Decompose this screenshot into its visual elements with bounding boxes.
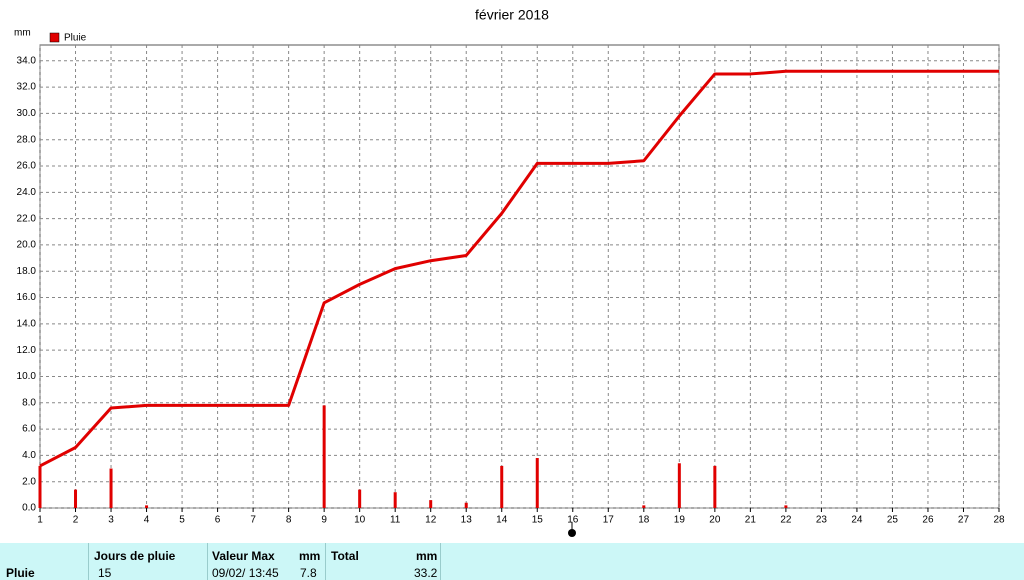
bar <box>535 458 539 508</box>
cell <box>0 543 89 580</box>
x-tick-label: 23 <box>816 515 828 526</box>
x-tick-label: 2 <box>73 515 79 526</box>
header: Jours de pluie <box>94 549 176 563</box>
x-tick-label: 24 <box>851 515 863 526</box>
x-tick-label: 13 <box>461 515 473 526</box>
x-tick-label: 11 <box>390 515 401 526</box>
bar <box>677 463 681 508</box>
legend-label: Pluie <box>64 33 87 44</box>
x-tick-label: 15 <box>532 515 544 526</box>
x-tick-label: 21 <box>745 515 757 526</box>
x-tick-label: 7 <box>250 515 256 526</box>
y-tick-label: 20.0 <box>17 240 37 251</box>
y-tick-label: 14.0 <box>17 318 37 329</box>
x-tick-label: 25 <box>887 515 899 526</box>
y-tick-label: 22.0 <box>17 213 37 224</box>
chart-title: février 2018 <box>475 7 549 23</box>
x-tick-label: 26 <box>922 515 934 526</box>
header: mm <box>299 549 321 563</box>
bar <box>145 505 149 508</box>
bar <box>500 465 504 508</box>
x-tick-label: 19 <box>674 515 686 526</box>
bar <box>642 505 646 508</box>
bar <box>784 505 788 508</box>
y-tick-label: 28.0 <box>17 134 37 145</box>
chart: février 2018 mm Pluie 0.0 2.0 4.0 6.0 8.0 10.… <box>14 7 1005 537</box>
x-tick-label: 4 <box>144 515 150 526</box>
x-tick-label: 1 <box>37 515 43 526</box>
cell-value: 33.2 <box>414 566 438 580</box>
y-tick-label: 12.0 <box>17 345 37 356</box>
x-tick-label: 17 <box>603 515 615 526</box>
x-tick-label: 10 <box>354 515 366 526</box>
x-tick-label: 3 <box>108 515 114 526</box>
bar <box>713 465 717 508</box>
x-tick-label: 22 <box>780 515 792 526</box>
cell-value: 09/02/ 13:45 <box>212 566 279 580</box>
x-tick-label: 18 <box>638 515 650 526</box>
cell <box>88 543 208 580</box>
bar <box>429 500 433 508</box>
bar <box>464 502 468 508</box>
line <box>39 69 999 468</box>
today-marker <box>568 529 576 537</box>
x-tick-label: 27 <box>958 515 970 526</box>
plot-frame <box>39 44 1000 509</box>
bar <box>109 468 113 508</box>
row-label: Pluie <box>6 566 35 580</box>
x-tick-label: 14 <box>496 515 508 526</box>
x-tick-label: 12 <box>425 515 437 526</box>
header: Total <box>331 549 359 563</box>
y-unit: mm <box>14 28 31 39</box>
bar <box>38 465 42 508</box>
summary-table: Jours de pluie Valeur Max mm Total mm Pl… <box>0 543 1024 580</box>
x-tick-label: 28 <box>993 515 1005 526</box>
bar <box>74 489 78 508</box>
y-tick-label: 16.0 <box>17 292 37 303</box>
y-tick-label: 2.0 <box>22 476 36 487</box>
legend-swatch <box>49 32 60 43</box>
x-tick-label: 20 <box>709 515 721 526</box>
x-tick-label: 6 <box>215 515 221 526</box>
header: Valeur Max <box>212 549 275 563</box>
x-tick-label: 9 <box>321 515 327 526</box>
y-tick-label: 8.0 <box>22 397 36 408</box>
bar <box>358 489 362 508</box>
header: mm <box>416 549 438 563</box>
x-tick-label: 16 <box>567 515 579 526</box>
cell <box>325 543 441 580</box>
bar <box>393 492 397 508</box>
y-tick-label: 6.0 <box>22 424 36 435</box>
cell <box>207 543 326 580</box>
x-tick-label: 5 <box>179 515 185 526</box>
bar <box>322 405 326 508</box>
cell-value: 15 <box>98 566 112 580</box>
y-tick-label: 26.0 <box>17 161 37 172</box>
y-tick-label: 10.0 <box>17 371 37 382</box>
y-tick-label: 18.0 <box>17 266 37 277</box>
y-tick-label: 24.0 <box>17 187 37 198</box>
y-tick-label: 30.0 <box>17 108 37 119</box>
y-tick-label: 4.0 <box>22 450 36 461</box>
y-tick-label: 0.0 <box>22 503 36 514</box>
y-tick-label: 32.0 <box>17 82 37 93</box>
y-tick-label: 34.0 <box>17 55 37 66</box>
x-tick-label: 8 <box>286 515 292 526</box>
cell-value: 7.8 <box>300 566 317 580</box>
